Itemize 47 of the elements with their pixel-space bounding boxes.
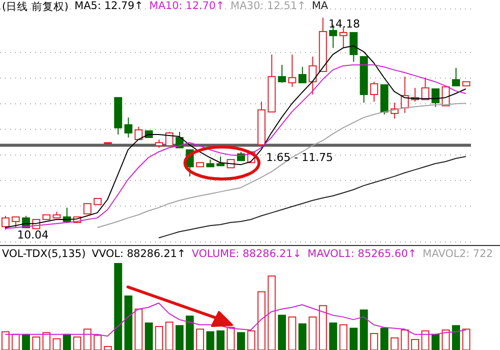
bar [124, 296, 132, 350]
text: VVOL: 88286.21↑ [92, 248, 186, 260]
bar [176, 325, 184, 350]
candlestick [421, 77, 430, 100]
bar [206, 331, 214, 350]
candlestick [452, 67, 460, 86]
text: MAVOL2: 722 [422, 248, 493, 260]
bar [380, 328, 388, 350]
candlestick [124, 117, 132, 138]
bar [278, 314, 286, 350]
bar [22, 334, 30, 350]
candlestick [83, 203, 92, 214]
candlestick [134, 126, 143, 140]
candlestick [432, 88, 440, 108]
bar [329, 322, 338, 350]
bar [216, 330, 225, 350]
candlestick [308, 56, 317, 96]
candlestick [298, 66, 306, 84]
bar [62, 334, 71, 350]
text: MA5: 12.79↑ [74, 0, 144, 14]
bar [144, 322, 153, 350]
text: MA30: 12.51↑ [230, 0, 306, 14]
text: MA10: 12.70↑ [149, 0, 225, 14]
candlestick [339, 26, 348, 48]
candlestick [165, 131, 174, 146]
bar [114, 263, 122, 350]
annotation: 14.18 [328, 18, 360, 31]
bar [452, 325, 460, 350]
annotation: 1.65 - 11.75 [266, 151, 334, 164]
annotation: 10.04 [17, 228, 49, 242]
bar [186, 316, 194, 350]
bar [432, 334, 440, 350]
bar [298, 323, 306, 350]
candlestick [216, 156, 225, 166]
bar [237, 332, 245, 350]
chart-title: VOL-TDX(5,135) [2, 248, 86, 260]
candlestick [278, 64, 286, 84]
candlestick [288, 54, 296, 88]
text: MAVOL1: 85265.60↑ [308, 248, 417, 260]
text: VOLUME: 88286.21↓ [192, 248, 302, 260]
candlestick [12, 216, 20, 228]
bar [360, 309, 368, 350]
text: MA [312, 0, 328, 14]
bar [350, 328, 358, 350]
chart-title: (日线 前复权) [2, 0, 69, 14]
candlestick [350, 32, 358, 62]
candlestick [370, 81, 378, 102]
